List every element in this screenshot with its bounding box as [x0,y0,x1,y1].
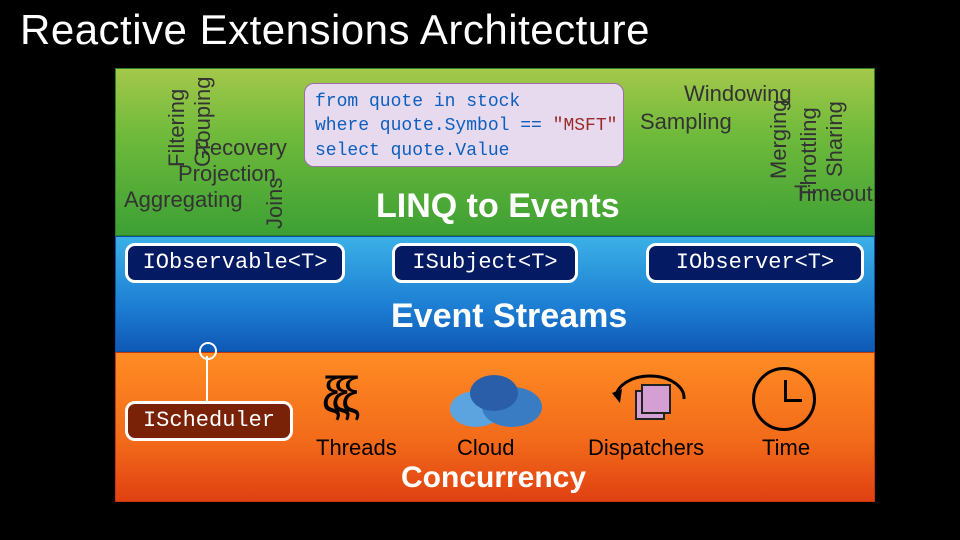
word-timeout: Timeout [794,181,873,207]
label-cloud: Cloud [457,435,514,461]
layer-concurrency: IScheduler ξξξ Threads Cloud Dispatchers… [115,352,875,502]
iface-scheduler: IScheduler [125,401,293,441]
code-line3: select quote.Value [315,141,509,161]
layer-event-streams-title: Event Streams [391,297,627,336]
code-snippet: from quote in stock where quote.Symbol =… [304,83,624,167]
layer-linq: Filtering Grouping Recovery Projection A… [115,68,875,236]
cloud-icon [438,367,548,431]
architecture-diagram: Filtering Grouping Recovery Projection A… [115,68,875,530]
label-threads: Threads [316,435,397,461]
code-line2b: "MSFT" [553,116,618,136]
word-aggregating: Aggregating [124,187,243,213]
iface-subject: ISubject<T> [392,243,578,283]
threads-icon: ξξξ [322,366,352,424]
iface-observer: IObserver<T> [646,243,864,283]
word-filtering: Filtering [164,89,190,167]
label-time: Time [762,435,810,461]
layer-linq-title: LINQ to Events [376,187,620,226]
label-dispatchers: Dispatchers [588,435,704,461]
layer-concurrency-title: Concurrency [401,461,586,495]
clock-icon [752,367,816,431]
scheduler-lollipop-icon [206,356,208,402]
layer-event-streams: IObservable<T> ISubject<T> IObserver<T> … [115,236,875,352]
code-line1: from quote in stock [315,92,520,112]
word-sampling: Sampling [640,109,732,135]
slide: Reactive Extensions Architecture Filteri… [0,0,960,540]
word-merging: Merging [766,100,792,179]
word-joins: Joins [262,178,288,229]
page-title: Reactive Extensions Architecture [20,6,650,54]
word-sharing: Sharing [822,101,848,177]
word-recovery: Recovery [194,135,287,161]
iface-observable: IObservable<T> [125,243,345,283]
code-line2a: where quote.Symbol == [315,116,553,136]
dispatchers-icon [606,363,696,433]
